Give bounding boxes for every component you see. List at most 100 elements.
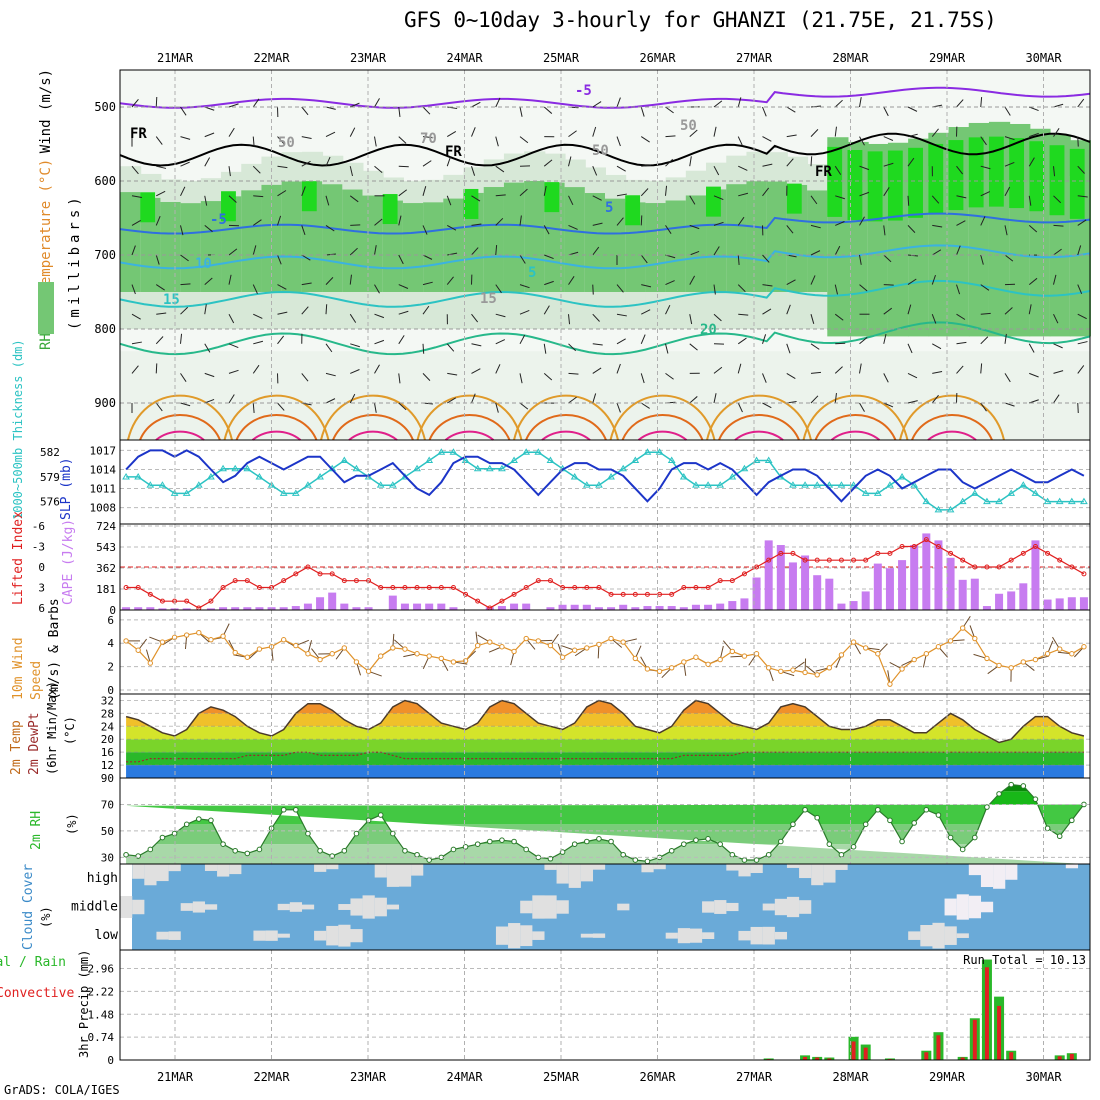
wind-barb: [883, 254, 892, 263]
wind-speed-marker: [293, 642, 299, 649]
ylabel-part: Wind (m/s): [38, 69, 54, 153]
cloud-gap: [786, 896, 800, 918]
wind-ylabel: 10m Wind Speed (m/s) & Barbs: [11, 598, 62, 700]
thickness-marker: [667, 456, 676, 463]
li-marker: [826, 557, 832, 563]
wind-barb: [155, 284, 165, 291]
rh-90-band: [908, 147, 923, 218]
wind-barb: [204, 157, 211, 167]
thickness-tick-label: 579: [40, 471, 60, 484]
cloud-gap: [677, 928, 691, 944]
cloud-gap: [217, 864, 230, 877]
wind-barb: [471, 166, 476, 176]
cape-bar: [522, 603, 531, 610]
wind-barb: [762, 106, 767, 117]
wind-barb: [1053, 128, 1060, 137]
wind-barb: [180, 186, 186, 197]
wind-speed-marker: [450, 659, 457, 665]
cloud-gap: [386, 904, 400, 910]
wind-barb: [762, 187, 770, 197]
rh-marker: [596, 836, 602, 842]
wind-barb: [1053, 248, 1062, 256]
wind-barb: [956, 99, 964, 108]
wind-barb: [252, 219, 262, 226]
rh-tick-label: 50: [101, 825, 114, 838]
wind-barb: [907, 157, 915, 167]
rh-marker: [1032, 796, 1039, 802]
wind-barb: [447, 224, 457, 231]
temp-contour-diurnal: [251, 430, 302, 441]
li-tick-label: -3: [32, 541, 45, 554]
wind-barb: [374, 364, 380, 374]
wind-speed-marker: [183, 632, 190, 638]
cape-bar: [655, 606, 664, 610]
cloud-gap: [835, 864, 848, 870]
wind-barb: [519, 215, 522, 226]
li-marker: [123, 585, 129, 590]
wind-barb: [1029, 106, 1039, 112]
rh-unit-text: (%): [65, 813, 79, 835]
li-marker: [232, 578, 238, 584]
wind-barb: [228, 166, 231, 177]
cloud-gap: [956, 894, 969, 920]
cloud-gap: [277, 903, 290, 911]
rh-band: [126, 804, 1084, 825]
thickness-marker: [995, 497, 1003, 505]
date-label-bottom: 25MAR: [543, 1070, 580, 1084]
wind-barb: [155, 96, 158, 108]
cloud-gap: [726, 902, 739, 912]
rh-marker: [959, 846, 966, 853]
thickness-marker: [970, 489, 979, 496]
wind-barb: [980, 363, 983, 374]
wind-barb: [301, 225, 306, 236]
wind-barb: [980, 191, 991, 197]
wind-barb: [252, 245, 257, 256]
slp-tick-label: 1017: [90, 444, 117, 457]
wind-barb: [398, 189, 408, 197]
cloud-level-label: high: [87, 871, 118, 886]
cape-bar: [364, 607, 373, 610]
wind-barb: [738, 165, 748, 171]
cloud-gap: [738, 864, 751, 877]
rh-marker: [802, 806, 808, 813]
thickness-marker: [1055, 497, 1064, 505]
wind-barb: [640, 106, 645, 117]
cloud-gap: [944, 898, 957, 916]
temp-contour-diurnal: [320, 394, 426, 441]
rh-marker: [462, 844, 469, 850]
cape-bar: [946, 557, 955, 610]
cape-bar: [1067, 597, 1076, 610]
cape-bar: [764, 540, 773, 610]
wind-barb: [398, 136, 407, 144]
wind-tick-label: 6: [107, 614, 114, 627]
wind-barb: [350, 224, 361, 226]
precip-convective-bar: [936, 1035, 941, 1060]
li-marker: [281, 578, 287, 584]
li-marker: [463, 591, 469, 597]
wind-barb: [568, 343, 577, 352]
contour-label: -5: [575, 83, 592, 99]
wind-barb: [1028, 343, 1035, 353]
rh-marker: [899, 838, 905, 845]
cape-panel: -6 -3 0 3 6 724 543 362 181 0 Lifted Index CAPE (J/…: [11, 511, 1090, 617]
cloud-gap: [762, 903, 775, 911]
wind-barb: [640, 334, 646, 344]
li-marker: [1020, 550, 1026, 556]
thickness-marker: [886, 481, 894, 488]
wind-barb: [495, 165, 505, 173]
wind-barb: [883, 307, 893, 315]
wind-tick-label: 0: [107, 684, 114, 697]
rh-band: [126, 844, 1084, 864]
wind-barb: [883, 225, 886, 236]
temp-tick-label: 24: [101, 720, 115, 733]
temp-tick-label: 28: [101, 707, 114, 720]
wind-barb: [519, 334, 526, 345]
cloud-gap: [556, 900, 569, 914]
thickness-marker: [461, 456, 470, 463]
wind-barb: [495, 194, 506, 197]
precip-convective-bar: [863, 1047, 868, 1060]
rh-marker: [765, 851, 772, 858]
date-label-bottom: 27MAR: [736, 1070, 773, 1084]
wind-barb: [398, 215, 402, 226]
